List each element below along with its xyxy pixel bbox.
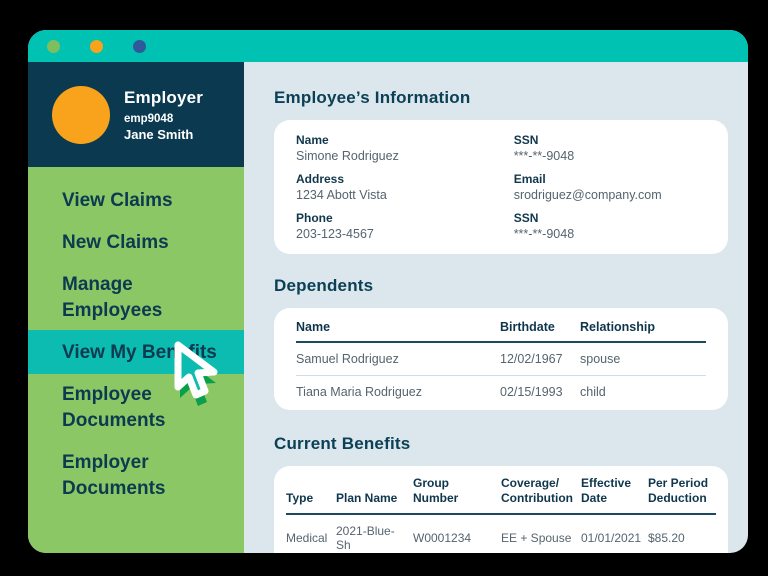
field-value: 1234 Abott Vista xyxy=(296,188,387,202)
column-header-per-period-deduction: Per Period Deduction xyxy=(648,468,716,515)
field-label: Name xyxy=(296,133,329,147)
window-body: Employer emp9048 Jane Smith View Claims N… xyxy=(28,62,748,553)
info-field-ssn: SSN ***-**-9048 xyxy=(514,133,706,163)
table-cell: 2021-Blue-Sh xyxy=(336,524,395,552)
table-header-row: Type Plan Name Group Number Coverage/​Contr… xyxy=(286,468,716,515)
window-titlebar xyxy=(28,30,748,62)
column-header-group-number: Group Number xyxy=(413,468,501,515)
main-content: Employee’s Information Name Simone Rodrig… xyxy=(244,62,748,553)
field-label: Address xyxy=(296,172,345,186)
sidebar-menu: View Claims New Claims Manage Employees Vie… xyxy=(28,167,244,510)
sidebar-item-view-my-benefits[interactable]: View My Benefits xyxy=(28,330,244,374)
section-title-dependents: Dependents xyxy=(274,276,374,295)
info-field-phone: Phone 203-123-4567 xyxy=(296,211,504,241)
table-cell: child xyxy=(580,375,706,408)
sidebar-item-view-claims[interactable]: View Claims xyxy=(62,190,173,211)
field-value: srodriguez@company.com xyxy=(513,188,662,202)
employee-info-card: Name Simone Rodriguez SSN ***-**-9048 Addres… xyxy=(274,120,728,254)
avatar xyxy=(52,85,110,144)
field-value: 203-123-4567 xyxy=(296,227,374,241)
field-label: Phone xyxy=(296,211,333,225)
window-dot-blue-icon[interactable] xyxy=(133,39,146,53)
table-cell: EE + Spouse xyxy=(501,531,572,545)
column-header-relationship: Relationship xyxy=(580,310,706,343)
table-cell: $85.20 xyxy=(648,531,685,545)
profile-text: Employer emp9048 Jane Smith xyxy=(124,88,203,142)
profile-name: Jane Smith xyxy=(124,126,194,142)
sidebar: Employer emp9048 Jane Smith View Claims N… xyxy=(28,62,244,553)
table-row: Medical 2021-Blue-Sh W0001234 EE + Spouse 01… xyxy=(286,514,716,553)
table-row: Samuel Rodriguez 12/02/1967 spouse xyxy=(296,342,706,376)
table-cell: Medical xyxy=(286,531,328,545)
table-row: Tiana Maria Rodriguez 02/15/1993 child xyxy=(296,375,706,408)
dependents-table: Name Birthdate Relationship Samuel Rodrigue… xyxy=(296,310,706,408)
app-window: Employer emp9048 Jane Smith View Claims N… xyxy=(28,30,748,553)
table-cell: Tiana Maria Rodriguez xyxy=(296,375,500,408)
table-cell: 01/01/2021 xyxy=(581,531,642,545)
column-header-type: Type xyxy=(286,468,336,515)
column-header-effective-date: Effective Date xyxy=(581,468,648,515)
window-dot-green-icon[interactable] xyxy=(47,39,60,53)
sidebar-item-employer-documents[interactable]: Employer Documents xyxy=(62,452,166,499)
section-title-benefits: Current Benefits xyxy=(274,434,411,453)
sidebar-item-employee-documents[interactable]: Employee Documents xyxy=(62,384,166,431)
table-cell: Samuel Rodriguez xyxy=(296,352,399,366)
profile-role: Employer xyxy=(124,87,204,107)
table-cell: spouse xyxy=(580,352,621,366)
field-value: ***-**-9048 xyxy=(513,149,575,163)
profile-id: emp9048 xyxy=(124,112,174,125)
benefits-table: Type Plan Name Group Number Coverage/​Contr… xyxy=(286,468,716,553)
info-field-email: Email srodriguez@company.com xyxy=(514,172,706,202)
field-label: Email xyxy=(513,172,546,186)
info-field-ssn: SSN ***-**-9048 xyxy=(514,211,706,241)
info-field-name: Name Simone Rodriguez xyxy=(296,133,504,163)
field-value: Simone Rodriguez xyxy=(296,149,399,163)
sidebar-item-manage-employees[interactable]: Manage Employees xyxy=(62,274,163,321)
window-dot-orange-icon[interactable] xyxy=(90,39,103,53)
info-field-address: Address 1234 Abott Vista xyxy=(296,172,504,202)
profile-card: Employer emp9048 Jane Smith xyxy=(28,62,244,167)
table-cell: W0001234 xyxy=(413,531,472,545)
section-title-employee-info: Employee’s Information xyxy=(274,88,471,107)
column-header-birthdate: Birthdate xyxy=(500,310,580,343)
sidebar-item-new-claims[interactable]: New Claims xyxy=(62,232,169,253)
benefits-card: Type Plan Name Group Number Coverage/​Contr… xyxy=(274,466,728,553)
field-label: SSN xyxy=(513,133,539,147)
field-value: ***-**-9048 xyxy=(513,227,575,241)
column-header-plan-name: Plan Name xyxy=(336,468,413,515)
column-header-name: Name xyxy=(296,310,500,343)
column-header-coverage-contribution: Coverage/​Contribution xyxy=(501,468,581,515)
table-cell: 12/02/1967 xyxy=(500,352,563,366)
table-header-row: Name Birthdate Relationship xyxy=(296,310,706,343)
dependents-card: Name Birthdate Relationship Samuel Rodrigue… xyxy=(274,308,728,410)
field-label: SSN xyxy=(513,211,539,225)
table-cell: 02/15/1993 xyxy=(500,375,580,408)
